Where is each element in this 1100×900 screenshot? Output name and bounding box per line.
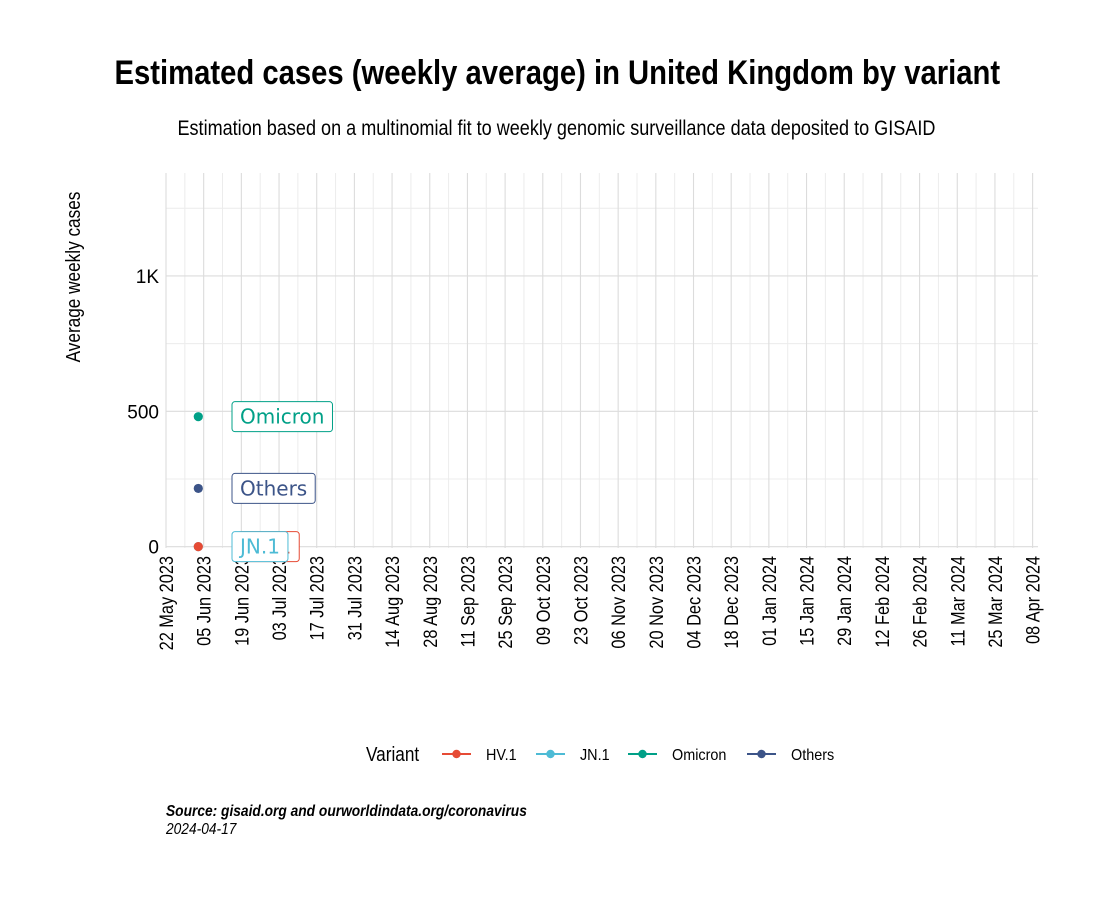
point-omicron bbox=[193, 412, 203, 422]
legend-label: Omicron bbox=[672, 746, 726, 764]
y-axis-ticks: 0 500 1K bbox=[127, 267, 159, 559]
x-tick-label: 18 Dec 2023 bbox=[721, 556, 742, 649]
x-tick-label: 15 Jan 2024 bbox=[796, 556, 817, 646]
x-tick-label: 22 May 2023 bbox=[156, 556, 177, 651]
legend-label: Others bbox=[791, 746, 835, 764]
legend-key-point bbox=[546, 749, 555, 759]
label-others: Others bbox=[231, 472, 316, 504]
point-hv1 bbox=[193, 542, 203, 552]
x-tick-label: 05 Jun 2023 bbox=[194, 556, 215, 646]
label-box bbox=[231, 531, 289, 563]
y-tick-label: 1K bbox=[136, 267, 160, 288]
x-tick-label: 06 Nov 2023 bbox=[608, 556, 629, 649]
legend-key-point bbox=[757, 749, 766, 759]
label-text: Others bbox=[240, 476, 307, 500]
label-box bbox=[231, 401, 333, 433]
legend-title: Variant bbox=[366, 743, 420, 766]
chart-title: Estimated cases (weekly average) in Unit… bbox=[114, 54, 1001, 92]
point-others bbox=[193, 483, 203, 494]
x-tick-label: 20 Nov 2023 bbox=[646, 556, 667, 649]
legend-item-hv1: HV.1 bbox=[442, 746, 517, 764]
x-tick-label: 19 Jun 2023 bbox=[231, 556, 252, 646]
x-tick-label: 14 Aug 2023 bbox=[382, 556, 403, 648]
x-axis-ticks: 22 May 2023 05 Jun 2023 19 Jun 2023 03 Jul … bbox=[156, 556, 1044, 651]
x-tick-label: 11 Sep 2023 bbox=[457, 556, 478, 648]
x-tick-label: 09 Oct 2023 bbox=[533, 556, 554, 645]
legend-item-others: Others bbox=[747, 746, 835, 764]
x-tick-label: 11 Mar 2024 bbox=[947, 556, 968, 647]
x-tick-label: 01 Jan 2024 bbox=[759, 556, 780, 646]
y-tick-label: 0 bbox=[148, 538, 159, 559]
source-date: 2024-04-17 bbox=[166, 821, 237, 838]
y-tick-label: 500 bbox=[127, 402, 159, 423]
x-tick-label: 08 Apr 2024 bbox=[1022, 556, 1043, 644]
x-tick-label: 25 Sep 2023 bbox=[495, 556, 516, 649]
label-jn1: JN.1 bbox=[231, 531, 289, 563]
label-box bbox=[231, 472, 316, 504]
x-tick-label: 23 Oct 2023 bbox=[570, 556, 591, 645]
x-tick-label: 17 Jul 2023 bbox=[307, 556, 328, 641]
x-tick-label: 31 Jul 2023 bbox=[344, 556, 365, 641]
x-tick-label: 04 Dec 2023 bbox=[683, 556, 704, 649]
legend-label: HV.1 bbox=[486, 746, 517, 764]
x-tick-label: 03 Jul 2023 bbox=[269, 556, 290, 641]
legend-label: JN.1 bbox=[580, 746, 610, 764]
source-note: Source: gisaid.org and ourworldindata.or… bbox=[166, 803, 527, 820]
x-tick-label: 25 Mar 2024 bbox=[985, 556, 1006, 648]
label-text: JN.1 bbox=[238, 535, 280, 559]
grid-lines bbox=[165, 173, 1038, 548]
x-tick-label: 12 Feb 2024 bbox=[872, 556, 893, 648]
data-marks bbox=[193, 412, 203, 552]
chart-subtitle: Estimation based on a multinomial fit to… bbox=[177, 117, 936, 140]
label-omicron: Omicron bbox=[231, 401, 333, 433]
legend: Variant HV.1 JN.1 Omicron Others bbox=[366, 743, 835, 766]
series-labels: HV.1OmicronOthersJN.1 bbox=[231, 401, 333, 563]
legend-key-point bbox=[638, 749, 647, 759]
legend-item-jn1: JN.1 bbox=[536, 746, 610, 764]
x-tick-label: 28 Aug 2023 bbox=[420, 556, 441, 648]
x-tick-label: 26 Feb 2024 bbox=[909, 556, 930, 648]
legend-key-point bbox=[452, 749, 461, 759]
x-tick-label: 29 Jan 2024 bbox=[834, 556, 855, 646]
label-text: Omicron bbox=[240, 405, 324, 429]
legend-item-omicron: Omicron bbox=[628, 746, 726, 764]
y-axis-label: Average weekly cases bbox=[62, 192, 85, 363]
